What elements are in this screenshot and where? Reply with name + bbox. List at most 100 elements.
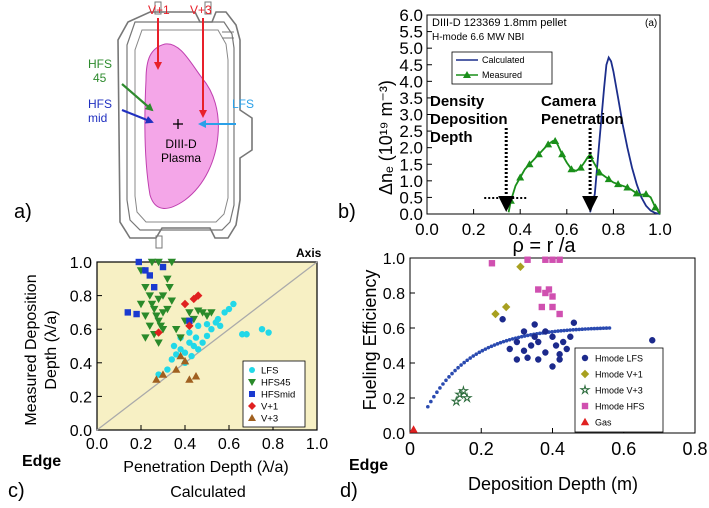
point-hmode-lfs <box>527 342 535 349</box>
point-lfs <box>214 315 222 323</box>
point-hfs45 <box>145 322 154 331</box>
measured-marker <box>614 180 623 188</box>
panel-d-legend: Hmode LFS Hmode V+1 Hmode V+3 Hmode HFS Gas <box>574 347 664 433</box>
point-hfsmid <box>142 267 149 274</box>
x-tick-label: 0 <box>405 439 415 459</box>
model-curve-dot <box>601 326 606 331</box>
point-hfs45 <box>141 312 150 320</box>
x-tick-label: 0.2 <box>462 220 486 239</box>
point-hfsmid <box>135 258 142 266</box>
measured-marker <box>604 175 613 183</box>
port-label-hfs45-line2: 45 <box>93 71 107 85</box>
model-curve-dot <box>510 337 515 341</box>
model-curve-dot <box>516 335 521 340</box>
point-hfs45 <box>154 295 163 304</box>
point-hfs45 <box>202 312 212 320</box>
arrow-hfsmid <box>121 108 154 124</box>
model-curve-dot <box>562 328 566 333</box>
annotation-density: Density <box>430 93 485 110</box>
point-hmode-lfs <box>499 316 506 323</box>
model-curve-dot <box>447 375 451 379</box>
point-v-3 <box>180 356 190 365</box>
point-v-1 <box>154 328 163 337</box>
point-hfsmid <box>133 310 140 318</box>
model-curve-dot <box>580 327 585 332</box>
port-label-v3: V+3 <box>190 3 212 17</box>
y-tick-label: 1.5 <box>399 155 423 174</box>
model-curve-dot <box>525 333 530 338</box>
point-hmode-lfs <box>531 333 538 340</box>
x-tick-label: 0.2 <box>130 436 152 453</box>
point-v-1 <box>180 299 190 309</box>
x-tick-label: 0.8 <box>682 439 707 459</box>
annotation-penetration: Penetration <box>541 111 624 128</box>
model-curve-dot <box>592 326 597 331</box>
point-lfs <box>199 339 206 346</box>
point-hfs45 <box>165 284 174 292</box>
model-curve-dot <box>468 356 473 360</box>
point-hmode-hfs <box>549 293 556 300</box>
tokamak-schematic: DIII-D Plasma V+1 V+3 HFS 45 HFS mid LFS… <box>14 1 254 249</box>
point-hfs45 <box>154 258 163 267</box>
model-curve-dot <box>480 348 485 353</box>
point-lfs <box>208 326 215 333</box>
point-hfs45 <box>141 284 150 292</box>
panel-b-series <box>484 55 661 215</box>
point-hfs45 <box>154 317 163 325</box>
x-tick-label: 0.2 <box>469 439 494 459</box>
point-lfs <box>173 351 180 358</box>
plasma-region <box>144 43 219 209</box>
point-lfs <box>195 322 202 330</box>
model-curve-dot <box>559 328 563 333</box>
point-lfs <box>186 329 193 336</box>
point-hfs45 <box>152 312 161 320</box>
deposition-depth-indicator-arrowhead <box>498 196 515 212</box>
panel-c-label: c) <box>8 480 25 502</box>
point-hfs45 <box>141 334 150 342</box>
model-curve-dot <box>474 352 479 356</box>
port-label-v1: V+1 <box>148 3 170 17</box>
port-label-hfsmid-line1: HFS <box>88 97 112 111</box>
point-hmode-lfs <box>506 345 513 353</box>
panel-b-header-line1: DIII-D 123369 1.8mm pellet <box>432 17 567 29</box>
point-hfs45 <box>167 297 176 305</box>
point-hfs45 <box>176 334 185 342</box>
point-hmode-lfs <box>520 328 528 335</box>
model-curve-dot <box>459 363 463 367</box>
point-hfsmid <box>159 263 167 271</box>
model-curve-dot <box>429 399 433 404</box>
point-hfs45 <box>198 309 207 317</box>
point-hfs45 <box>185 309 194 317</box>
point-lfs <box>188 352 195 360</box>
model-curve-dot <box>571 328 575 332</box>
vessel-wall <box>134 29 229 223</box>
panel-c-ylabel-line1: Measured Deposition <box>23 274 40 425</box>
x-tick-label: 0.4 <box>540 439 565 459</box>
point-hmode-v-1 <box>491 309 500 319</box>
point-hmode-v-3 <box>450 395 463 407</box>
legend-marker-hfs45 <box>248 379 256 386</box>
plasma-label-line1: DIII-D <box>165 137 197 151</box>
point-lfs <box>217 322 224 330</box>
y-tick-label: 1.0 <box>399 172 423 191</box>
point-lfs <box>177 346 184 353</box>
y-tick-label: 4.0 <box>399 72 423 91</box>
legend-box <box>451 51 553 85</box>
annotation-depth: Depth <box>430 129 473 146</box>
measured-marker <box>623 183 632 191</box>
point-hmode-lfs <box>552 342 560 349</box>
point-hmode-lfs <box>649 337 656 344</box>
legend-marker-hfsmid <box>249 391 255 397</box>
model-curve-dot <box>501 339 506 344</box>
model-curve-dot <box>477 350 482 355</box>
x-tick-label: 0.4 <box>508 220 532 239</box>
panel-d-scatter: d) Fueling Efficiency Deposition Depth (… <box>340 251 708 502</box>
point-hfs45 <box>136 300 146 309</box>
model-curve-dot <box>444 378 448 383</box>
panel-b-label: b) <box>338 201 356 223</box>
panel-c-ylabel-line2: Depth (λ/a) <box>43 310 60 389</box>
x-tick-label: 0.8 <box>262 436 284 453</box>
point-lfs <box>265 329 272 336</box>
point-v-3 <box>152 375 161 383</box>
point-hmode-lfs <box>542 349 549 356</box>
